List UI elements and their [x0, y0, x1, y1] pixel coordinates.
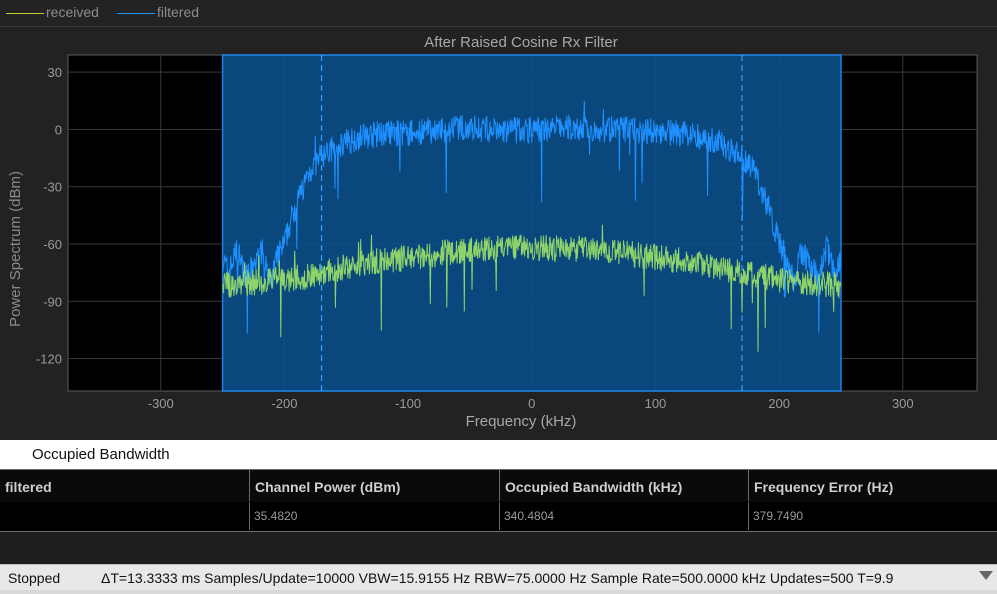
x-tick-label: -200	[271, 396, 297, 411]
series-received	[222, 224, 842, 352]
chart-title: After Raised Cosine Rx Filter	[424, 34, 617, 51]
x-tick-label: 0	[528, 396, 535, 411]
column-header-channel-power: Channel Power (dBm)	[250, 470, 500, 501]
legend-item-received[interactable]: received	[6, 4, 99, 20]
x-tick-label: 100	[645, 396, 667, 411]
y-tick-label: -90	[43, 294, 62, 309]
series-lines	[222, 100, 842, 352]
spectrum-chart[interactable]: After Raised Cosine Rx Filter -300 -200 -1…	[0, 27, 997, 439]
x-tick-label: -100	[395, 396, 421, 411]
table-row: 35.4820 340.4804 379.7490	[0, 502, 997, 532]
column-header-signal: filtered	[0, 470, 250, 501]
cell-frequency-error: 379.7490	[753, 509, 804, 523]
spectrum-plot-panel: After Raised Cosine Rx Filter -300 -200 -1…	[0, 27, 997, 439]
column-header-frequency-error: Frequency Error (Hz)	[754, 479, 894, 495]
occupied-band-region	[221, 54, 842, 392]
x-tick-label: 200	[768, 396, 790, 411]
bottom-strip	[0, 590, 997, 594]
column-header-occupied-bandwidth: Occupied Bandwidth (kHz)	[500, 470, 749, 501]
legend-line-filtered	[117, 12, 155, 14]
cell-occupied-bandwidth: 340.4804	[500, 502, 749, 530]
cell-channel-power: 35.4820	[250, 502, 500, 530]
status-info: ΔT=13.3333 ms Samples/Update=10000 VBW=1…	[101, 570, 894, 586]
y-tick-label: -30	[43, 180, 62, 195]
y-tick-label: -120	[36, 352, 62, 367]
status-state: Stopped	[8, 570, 61, 586]
x-tick-label: 300	[892, 396, 914, 411]
y-tick-label: 30	[48, 65, 62, 80]
x-tick-label: -300	[148, 396, 174, 411]
series-filtered	[222, 100, 842, 334]
cell-signal	[0, 502, 250, 530]
y-tick-label: 0	[55, 122, 62, 137]
legend-label-filtered: filtered	[157, 4, 200, 20]
x-axis-label: Frequency (kHz)	[466, 413, 577, 430]
table-header-row: filtered Channel Power (dBm) Occupied Ba…	[0, 469, 997, 504]
y-tick-label: -60	[43, 237, 62, 252]
legend-label-received: received	[46, 4, 99, 20]
legend-bar: received filtered	[0, 0, 997, 27]
measurements-header[interactable]: Occupied Bandwidth	[0, 440, 997, 469]
legend-item-filtered[interactable]: filtered	[117, 4, 199, 20]
measurements-title: Occupied Bandwidth	[32, 446, 170, 463]
legend-line-received	[6, 12, 44, 14]
status-bar: Stopped ΔT=13.3333 ms Samples/Update=100…	[0, 564, 997, 591]
occupied-bandwidth-markers	[320, 55, 743, 391]
y-axis-label: Power Spectrum (dBm)	[7, 171, 24, 327]
chevron-down-icon[interactable]	[979, 571, 993, 580]
